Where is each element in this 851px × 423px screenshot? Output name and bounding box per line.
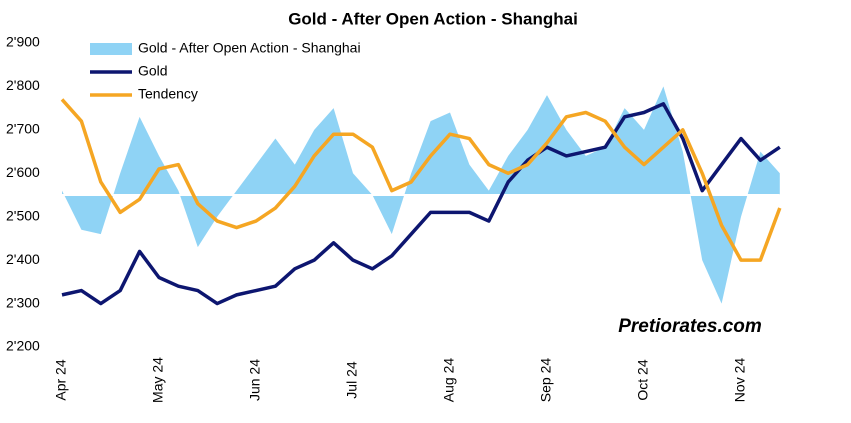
y-tick-label: 2'700 <box>6 121 40 137</box>
legend-label: Gold - After Open Action - Shanghai <box>138 40 361 56</box>
x-tick-label: Nov 24 <box>732 358 748 403</box>
legend-label: Tendency <box>138 86 198 102</box>
x-tick-label: Aug 24 <box>441 358 457 403</box>
x-tick-label: Jul 24 <box>344 361 360 399</box>
y-tick-label: 2'200 <box>6 338 40 354</box>
watermark: Pretiorates.com <box>618 316 762 337</box>
y-tick-label: 2'800 <box>6 77 40 93</box>
legend-label: Gold <box>138 63 168 79</box>
y-tick-label: 2'900 <box>6 34 40 50</box>
chart-title: Gold - After Open Action - Shanghai <box>288 9 578 28</box>
line <box>60 98 782 262</box>
legend-swatch <box>90 43 132 55</box>
x-tick-label: Oct 24 <box>635 359 651 400</box>
x-tick-label: Sep 24 <box>538 358 554 403</box>
y-tick-label: 2'500 <box>6 207 40 223</box>
y-tick-label: 2'300 <box>6 294 40 310</box>
x-tick-label: Jun 24 <box>247 359 263 401</box>
x-tick-label: May 24 <box>150 357 166 403</box>
y-tick-label: 2'600 <box>6 164 40 180</box>
line <box>61 102 781 306</box>
x-tick-label: Apr 24 <box>53 359 69 400</box>
y-tick-label: 2'400 <box>6 251 40 267</box>
